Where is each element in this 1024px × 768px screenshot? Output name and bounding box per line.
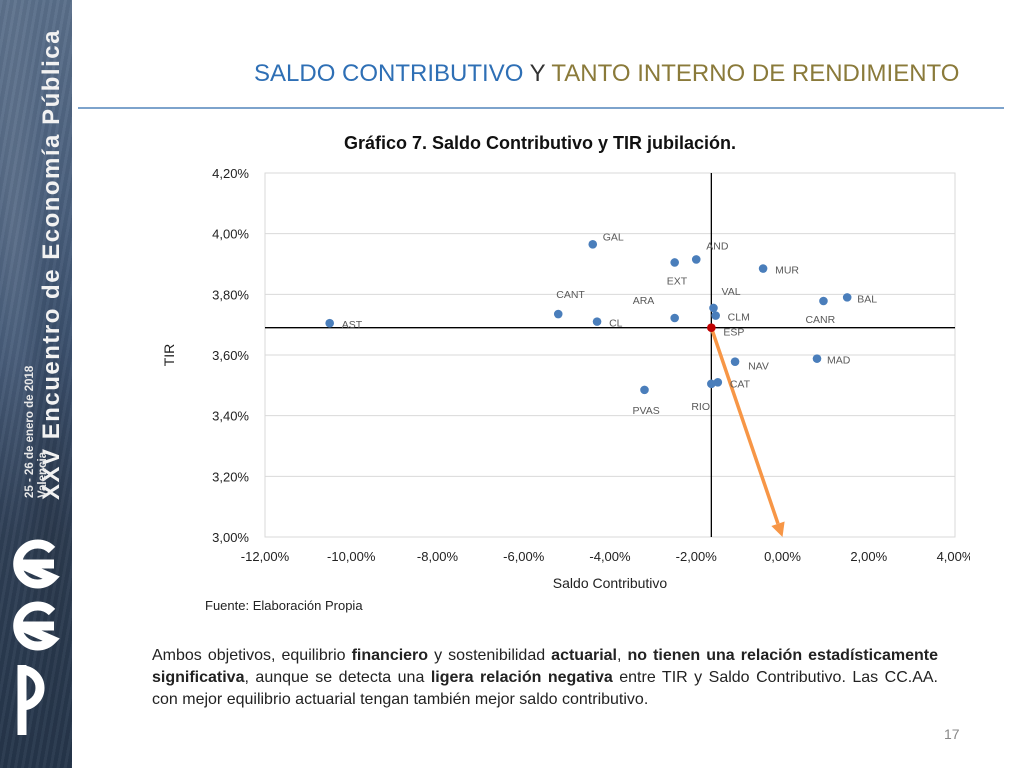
y-tick-label: 4,20% xyxy=(212,166,249,181)
title-divider xyxy=(78,107,1004,109)
y-tick-label: 3,40% xyxy=(212,409,249,424)
event-title: XXV Encuentro de Economía Pública xyxy=(38,29,65,500)
chart-source: Fuente: Elaboración Propia xyxy=(205,598,363,613)
body-run: financiero xyxy=(351,647,429,664)
event-city: Valencia xyxy=(37,451,49,498)
data-point xyxy=(707,379,716,389)
x-axis-label: Saldo Contributivo xyxy=(553,575,668,591)
body-run: entre TIR y Saldo Contributivo. Las CC.A… xyxy=(152,669,938,708)
data-label: MAD xyxy=(827,355,851,367)
data-label: PVAS xyxy=(633,405,660,417)
x-tick-label: -12,00% xyxy=(241,549,290,564)
body-run: actuarial xyxy=(551,647,617,664)
x-tick-label: -6,00% xyxy=(503,549,545,564)
slide-title: SALDO CONTRIBUTIVO Y TANTO INTERNO DE RE… xyxy=(254,60,959,88)
sidebar-texture xyxy=(0,0,72,768)
slide-title-part1: SALDO CONTRIBUTIVO xyxy=(254,60,524,87)
data-point xyxy=(553,309,563,319)
chart-container: Gráfico 7. Saldo Contributivo y TIR jubi… xyxy=(150,125,970,625)
data-label: AND xyxy=(706,240,729,252)
chart-title: Gráfico 7. Saldo Contributivo y TIR jubi… xyxy=(343,133,737,153)
data-label: CAT xyxy=(730,378,751,390)
data-point xyxy=(592,317,602,326)
slide-title-part2: Y xyxy=(523,60,552,87)
data-point xyxy=(707,323,716,332)
data-point xyxy=(640,385,649,395)
arrow-shaft xyxy=(709,327,780,525)
body-run: , aunque se detecta una xyxy=(244,669,431,686)
y-tick-label: 3,20% xyxy=(212,469,249,484)
data-label: ARA xyxy=(633,295,655,307)
data-point xyxy=(812,354,822,363)
y-tick-label: 4,00% xyxy=(212,227,249,242)
data-label: ESP xyxy=(723,327,744,339)
y-tick-label: 3,00% xyxy=(212,530,249,545)
event-dates: 25 - 26 de enero de 2018 xyxy=(24,365,36,498)
data-point xyxy=(758,264,768,273)
x-tick-label: 4,00% xyxy=(937,549,970,564)
data-label: EXT xyxy=(667,275,688,287)
trend-arrow xyxy=(709,327,785,537)
data-label: NAV xyxy=(748,361,769,373)
y-axis-label: TIR xyxy=(161,344,177,367)
data-point xyxy=(711,311,720,320)
data-point xyxy=(670,313,679,323)
y-tick-label: 3,80% xyxy=(212,287,249,302)
body-paragraph: Ambos objetivos, equilibrio financiero y… xyxy=(152,645,938,711)
x-tick-label: 0,00% xyxy=(764,549,801,564)
body-run: no tienen una relación estadísticamente … xyxy=(152,647,938,686)
data-label: BAL xyxy=(857,293,877,305)
data-point xyxy=(730,357,740,366)
eep-logo xyxy=(13,539,60,735)
data-label: RIO xyxy=(691,401,710,413)
body-run: , xyxy=(616,647,628,664)
data-label: VAL xyxy=(722,286,741,298)
body-run: ligera relación negativa xyxy=(430,669,613,686)
data-point xyxy=(819,296,828,306)
body-run: Ambos objetivos, equilibrio xyxy=(152,647,352,664)
arrow-head xyxy=(771,521,785,537)
data-label: GAL xyxy=(603,231,624,243)
reference-lines xyxy=(265,173,955,537)
data-points: AST GAL AND EXT MUR CANT CL ARA VAL CLM BAL CANR ESP… xyxy=(325,231,877,417)
x-tick-label: 2,00% xyxy=(850,549,887,564)
data-label: CL xyxy=(609,318,623,330)
x-tick-label: -10,00% xyxy=(327,549,376,564)
data-label: CANT xyxy=(556,289,585,301)
data-point xyxy=(691,255,701,264)
x-tick-label: -4,00% xyxy=(589,549,631,564)
x-tick-label: -8,00% xyxy=(417,549,459,564)
data-point xyxy=(588,239,598,249)
page-number: 17 xyxy=(944,726,960,742)
y-tick-label: 3,60% xyxy=(212,348,249,363)
data-point xyxy=(842,293,852,302)
data-label: CANR xyxy=(805,314,835,326)
sidebar-banner: XXV Encuentro de Economía Pública 25 - 2… xyxy=(0,0,72,768)
x-tick-label: -2,00% xyxy=(676,549,718,564)
body-run: y sostenibilidad xyxy=(428,647,552,664)
data-point xyxy=(709,303,718,313)
data-point xyxy=(670,258,679,267)
data-label: AST xyxy=(342,319,363,331)
scatter-chart: AST GAL AND EXT MUR CANT CL ARA VAL CLM BAL CANR ESP… xyxy=(161,166,970,591)
grid-layer xyxy=(264,172,956,538)
data-label: MUR xyxy=(775,265,799,277)
slide-title-part3: TANTO INTERNO DE RENDIMIENTO xyxy=(551,60,960,87)
data-point xyxy=(325,318,334,328)
data-point xyxy=(713,378,723,387)
data-label: CLM xyxy=(728,312,750,324)
tick-labels: 3,00% 3,20% 3,40% 3,60% 3,80% 4,00% 4,20% -12,0… xyxy=(212,166,970,564)
